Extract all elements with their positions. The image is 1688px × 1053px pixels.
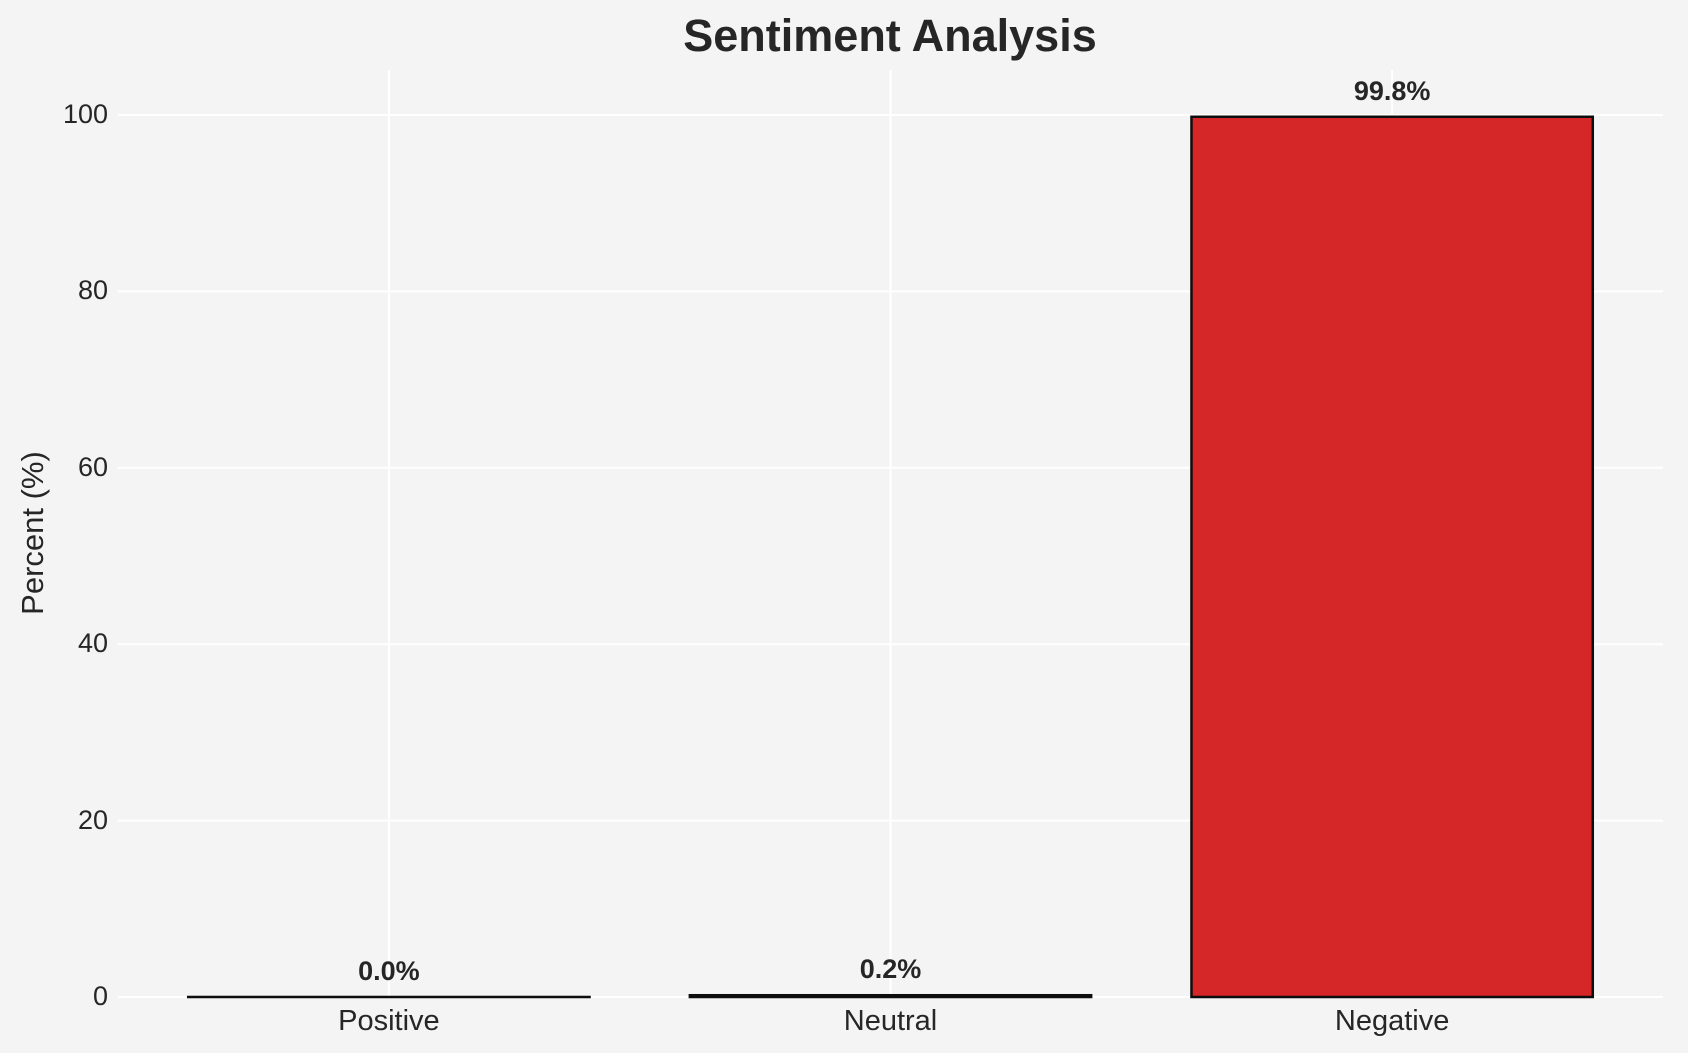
ytick-label: 100 [62,98,108,129]
bar-value-label: 99.8% [1353,75,1431,106]
ytick-label: 0 [92,980,108,1011]
bar-negative [1190,115,1595,999]
chart-title: Sentiment Analysis [683,10,1097,61]
xtick-label-neutral: Neutral [843,1005,938,1037]
xtick-label-negative: Negative [1334,1005,1450,1037]
ytick-label: 20 [77,804,108,835]
bar-value-label: 0.0% [358,956,420,986]
y-axis-label: Percent (%) [15,451,50,615]
ytick-label: 80 [77,275,108,306]
bar-value-label: 0.2% [859,954,922,985]
xtick-label-positive: Positive [338,1005,440,1037]
bar-neutral [688,993,1093,999]
ytick-label: 60 [77,451,108,482]
ytick-label: 40 [77,628,108,659]
